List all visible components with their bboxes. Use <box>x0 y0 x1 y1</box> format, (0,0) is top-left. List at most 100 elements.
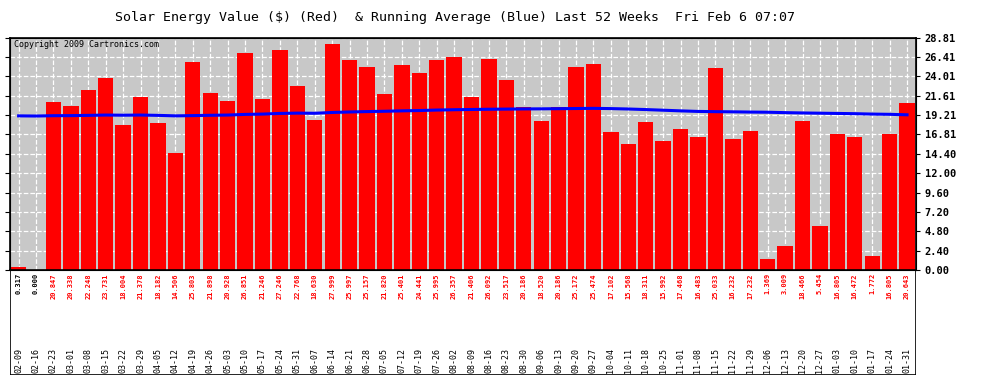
Text: 22.248: 22.248 <box>85 273 91 298</box>
Text: 05-24: 05-24 <box>275 348 284 373</box>
Text: 02-09: 02-09 <box>14 348 23 373</box>
Text: 06-28: 06-28 <box>362 348 371 373</box>
Bar <box>150 123 165 270</box>
Text: 11-15: 11-15 <box>711 348 720 373</box>
Bar <box>760 259 775 270</box>
Bar <box>830 134 845 270</box>
Bar <box>377 94 392 270</box>
Text: 15.992: 15.992 <box>660 273 666 298</box>
Bar <box>412 73 427 270</box>
Text: 12-20: 12-20 <box>798 348 807 373</box>
Text: 18.311: 18.311 <box>643 273 648 298</box>
Text: 1.369: 1.369 <box>764 273 770 294</box>
Bar <box>11 267 27 270</box>
Text: 06-14: 06-14 <box>328 348 337 373</box>
Text: 04-26: 04-26 <box>206 348 215 373</box>
Text: 09-20: 09-20 <box>571 348 580 373</box>
Bar <box>690 137 706 270</box>
Text: Solar Energy Value ($) (Red)  & Running Average (Blue) Last 52 Weeks  Fri Feb 6 : Solar Energy Value ($) (Red) & Running A… <box>116 11 795 24</box>
Text: 26.851: 26.851 <box>243 273 248 298</box>
Bar <box>116 125 131 270</box>
Text: 03-01: 03-01 <box>66 348 75 373</box>
Text: 08-16: 08-16 <box>484 348 493 373</box>
Text: 18.182: 18.182 <box>155 273 161 298</box>
Bar <box>499 80 514 270</box>
Text: 10-25: 10-25 <box>658 348 667 373</box>
Text: 09-13: 09-13 <box>554 348 563 373</box>
Bar <box>481 59 497 270</box>
Bar <box>63 106 78 270</box>
Text: 27.999: 27.999 <box>329 273 336 298</box>
Text: 18.466: 18.466 <box>800 273 806 298</box>
Text: 10-11: 10-11 <box>624 348 633 373</box>
Text: 25.803: 25.803 <box>190 273 196 298</box>
Text: 21.246: 21.246 <box>259 273 265 298</box>
Bar <box>639 122 653 270</box>
Bar <box>80 90 96 270</box>
Bar <box>882 134 897 270</box>
Text: 11-01: 11-01 <box>676 348 685 373</box>
Bar <box>307 120 323 270</box>
Text: 03-08: 03-08 <box>84 348 93 373</box>
Text: 26.357: 26.357 <box>451 273 457 298</box>
Text: 26.092: 26.092 <box>486 273 492 298</box>
Text: 07-12: 07-12 <box>397 348 406 373</box>
Bar <box>864 256 880 270</box>
Text: 09-06: 09-06 <box>537 348 545 373</box>
Text: 0.000: 0.000 <box>33 273 39 294</box>
Bar <box>290 86 305 270</box>
Text: 01-24: 01-24 <box>885 348 894 373</box>
Bar <box>203 93 218 270</box>
Text: 08-02: 08-02 <box>449 348 458 373</box>
Text: 01-17: 01-17 <box>867 348 877 373</box>
Text: 23.731: 23.731 <box>103 273 109 298</box>
Text: 10-04: 10-04 <box>607 348 616 373</box>
Text: 03-22: 03-22 <box>119 348 128 373</box>
Bar <box>133 98 148 270</box>
Text: 16.805: 16.805 <box>835 273 841 298</box>
Text: 09-27: 09-27 <box>589 348 598 373</box>
Bar <box>238 53 252 270</box>
Text: 10-18: 10-18 <box>642 348 650 373</box>
Bar <box>586 64 601 270</box>
Text: 08-09: 08-09 <box>467 348 476 373</box>
Text: 07-26: 07-26 <box>433 348 442 373</box>
Bar <box>516 107 532 270</box>
Text: 21.406: 21.406 <box>468 273 474 298</box>
Bar <box>621 144 636 270</box>
Text: 23.517: 23.517 <box>503 273 510 298</box>
Bar <box>46 102 61 270</box>
Text: 18.004: 18.004 <box>120 273 126 298</box>
Text: 18.520: 18.520 <box>539 273 545 298</box>
Bar <box>167 153 183 270</box>
Bar <box>673 129 688 270</box>
Text: 1.772: 1.772 <box>869 273 875 294</box>
Text: 25.401: 25.401 <box>399 273 405 298</box>
Bar <box>272 50 287 270</box>
Bar <box>220 101 236 270</box>
Text: 3.009: 3.009 <box>782 273 788 294</box>
Text: 25.997: 25.997 <box>346 273 352 298</box>
Text: 16.483: 16.483 <box>695 273 701 298</box>
Bar <box>359 67 374 270</box>
Text: 20.338: 20.338 <box>68 273 74 298</box>
Text: 05-17: 05-17 <box>258 348 267 373</box>
Text: 01-31: 01-31 <box>903 348 912 373</box>
Text: 14.506: 14.506 <box>172 273 178 298</box>
Bar <box>568 67 584 270</box>
Text: 21.378: 21.378 <box>138 273 144 298</box>
Bar <box>98 78 114 270</box>
Text: 12-27: 12-27 <box>816 348 825 373</box>
Text: 25.033: 25.033 <box>713 273 719 298</box>
Text: 16.805: 16.805 <box>887 273 893 298</box>
Bar <box>847 137 862 270</box>
Text: 11-22: 11-22 <box>729 348 738 373</box>
Bar <box>795 121 810 270</box>
Text: 07-05: 07-05 <box>380 348 389 373</box>
Bar <box>185 62 201 270</box>
Text: 17.468: 17.468 <box>677 273 683 298</box>
Text: 04-05: 04-05 <box>153 348 162 373</box>
Text: 24.441: 24.441 <box>416 273 423 298</box>
Text: 20.847: 20.847 <box>50 273 56 298</box>
Text: 22.768: 22.768 <box>294 273 300 298</box>
